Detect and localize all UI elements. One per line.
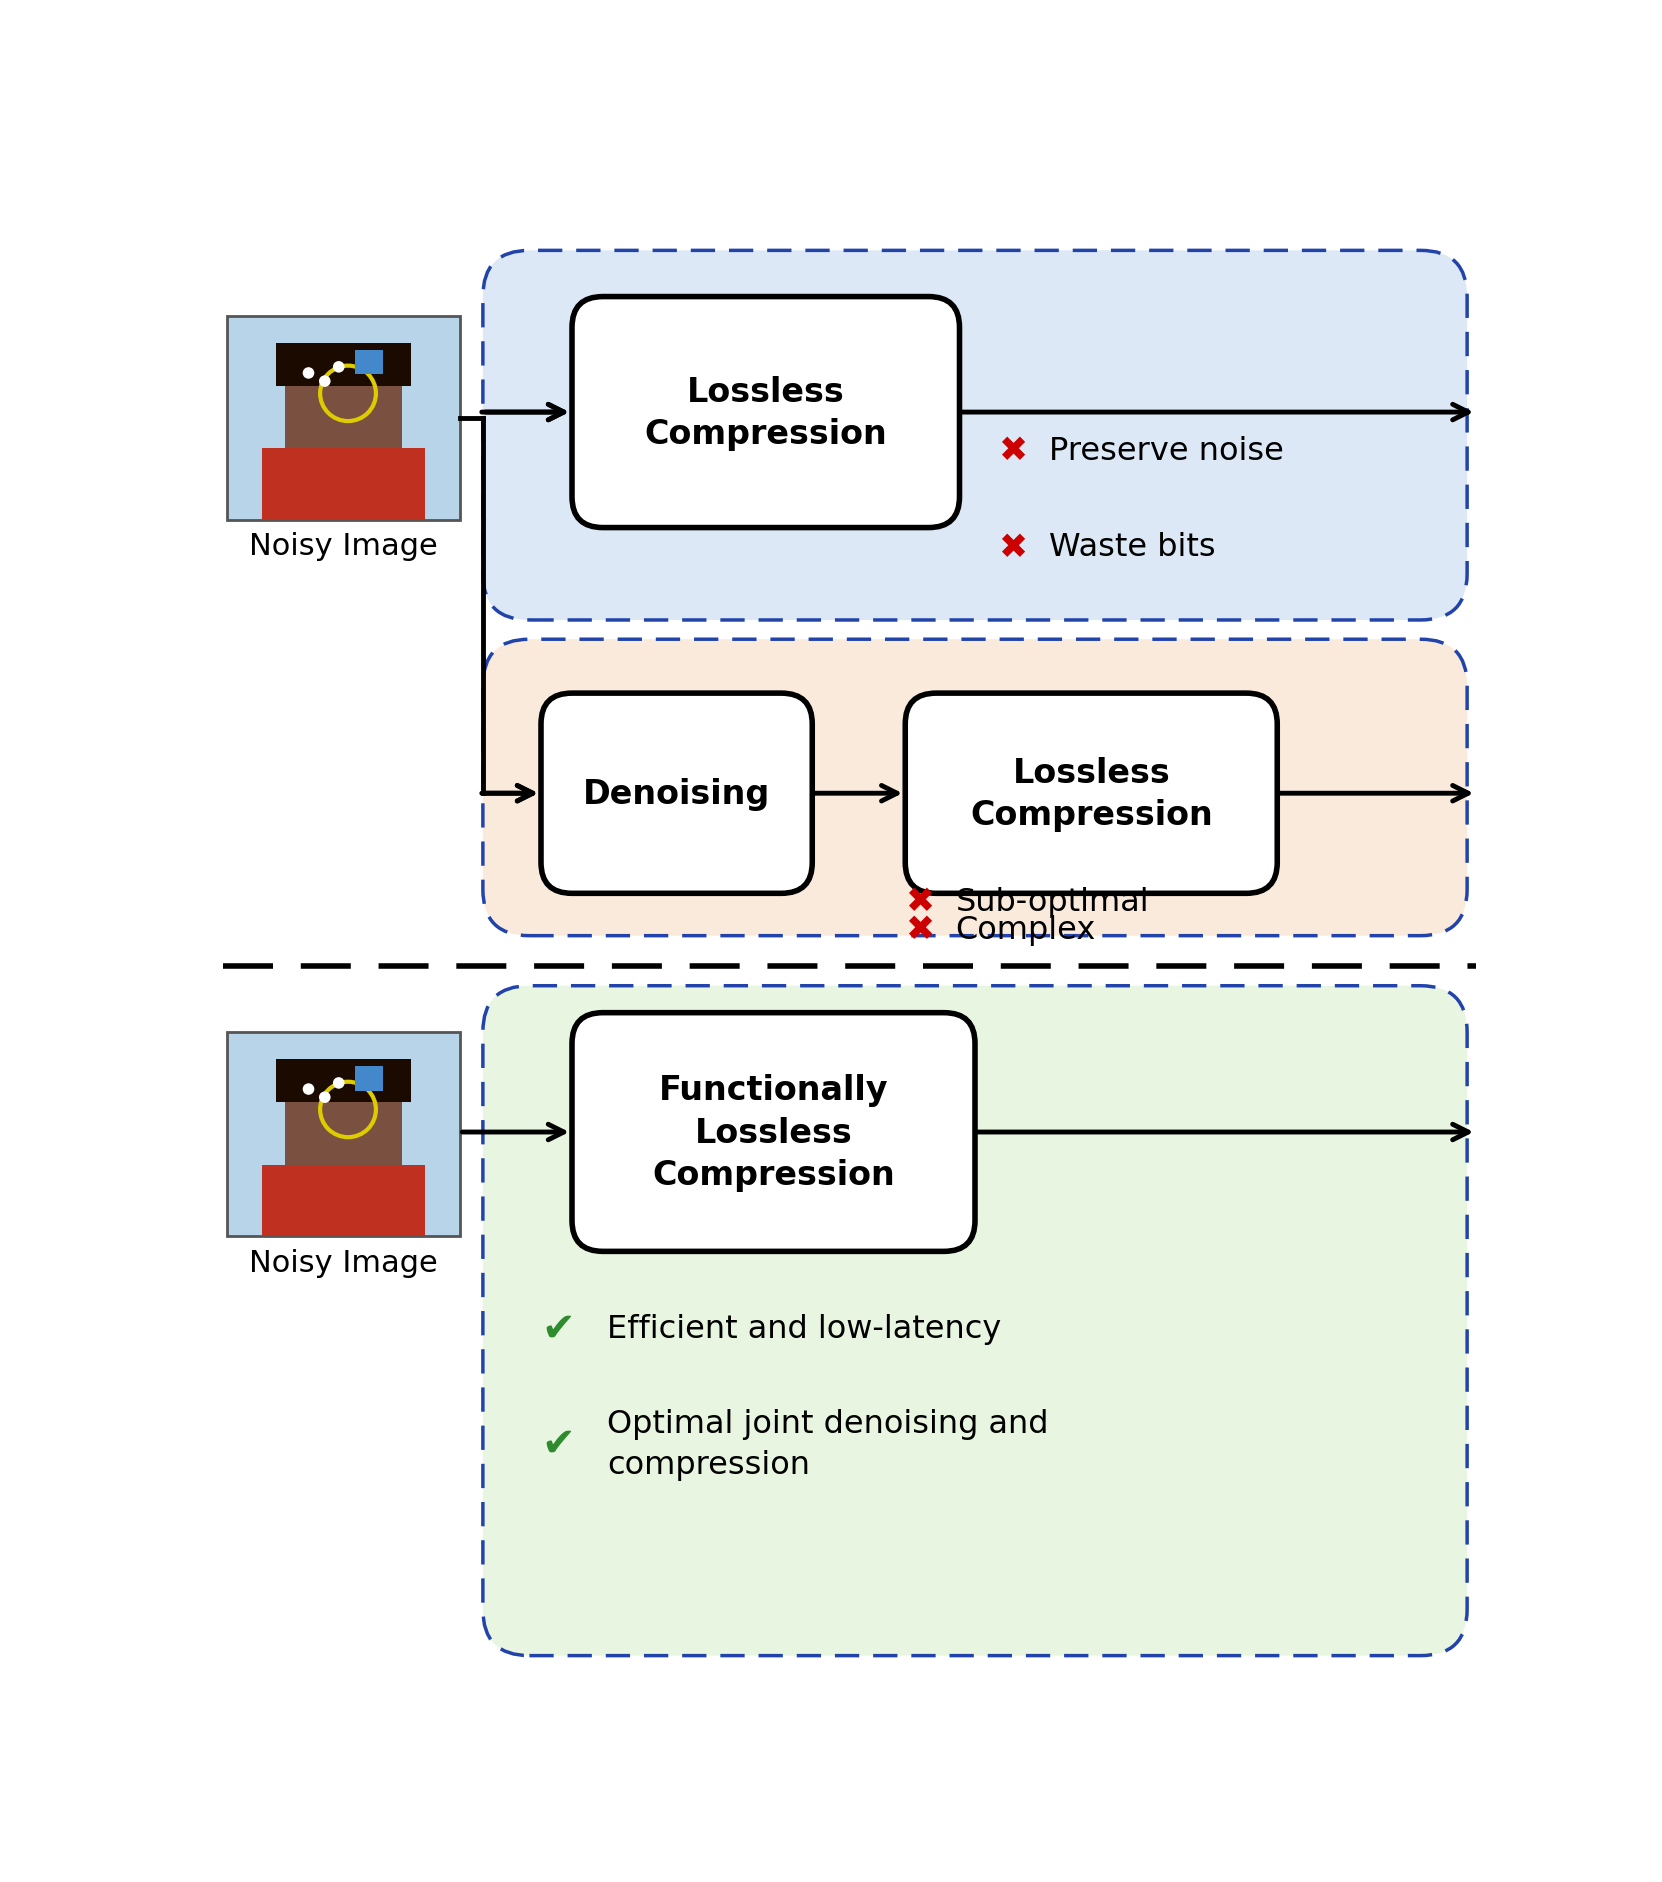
Circle shape — [332, 361, 344, 373]
Text: ✖: ✖ — [906, 913, 934, 947]
Text: ✖: ✖ — [999, 435, 1027, 469]
Text: Lossless
Compression: Lossless Compression — [645, 375, 888, 450]
Text: ✔: ✔ — [542, 1425, 575, 1464]
Bar — [263, 1165, 425, 1236]
Text: ✖: ✖ — [906, 885, 934, 918]
Bar — [276, 1060, 411, 1103]
FancyBboxPatch shape — [542, 694, 813, 894]
Circle shape — [332, 1078, 344, 1090]
Text: Waste bits: Waste bits — [1049, 533, 1215, 563]
Text: Lossless
Compression: Lossless Compression — [971, 757, 1213, 832]
Text: Efficient and low-latency: Efficient and low-latency — [607, 1314, 1001, 1344]
Circle shape — [319, 376, 331, 388]
Text: Noisy Image: Noisy Image — [249, 533, 437, 561]
Text: Functionally
Lossless
Compression: Functionally Lossless Compression — [652, 1075, 894, 1191]
FancyBboxPatch shape — [906, 694, 1278, 894]
Circle shape — [302, 369, 314, 380]
Text: ✖: ✖ — [999, 531, 1027, 565]
Text: Optimal joint denoising and
compression: Optimal joint denoising and compression — [607, 1408, 1049, 1479]
Bar — [356, 350, 382, 375]
Bar — [228, 316, 460, 521]
Circle shape — [319, 1092, 331, 1103]
Text: Denoising: Denoising — [583, 777, 770, 811]
Circle shape — [302, 1084, 314, 1095]
Text: Noisy Image: Noisy Image — [249, 1248, 437, 1276]
Bar — [263, 450, 425, 521]
Bar — [276, 344, 411, 386]
Bar — [286, 1063, 402, 1174]
FancyBboxPatch shape — [572, 1013, 976, 1252]
Text: ✔: ✔ — [542, 1308, 575, 1349]
Text: Complex: Complex — [956, 915, 1095, 945]
FancyBboxPatch shape — [484, 640, 1468, 935]
Text: Preserve noise: Preserve noise — [1049, 437, 1283, 467]
FancyBboxPatch shape — [484, 986, 1468, 1656]
Bar — [286, 348, 402, 459]
FancyBboxPatch shape — [484, 250, 1468, 621]
FancyBboxPatch shape — [572, 297, 959, 529]
Bar — [228, 1033, 460, 1236]
Text: Sub-optimal: Sub-optimal — [956, 886, 1148, 917]
Bar — [356, 1067, 382, 1092]
